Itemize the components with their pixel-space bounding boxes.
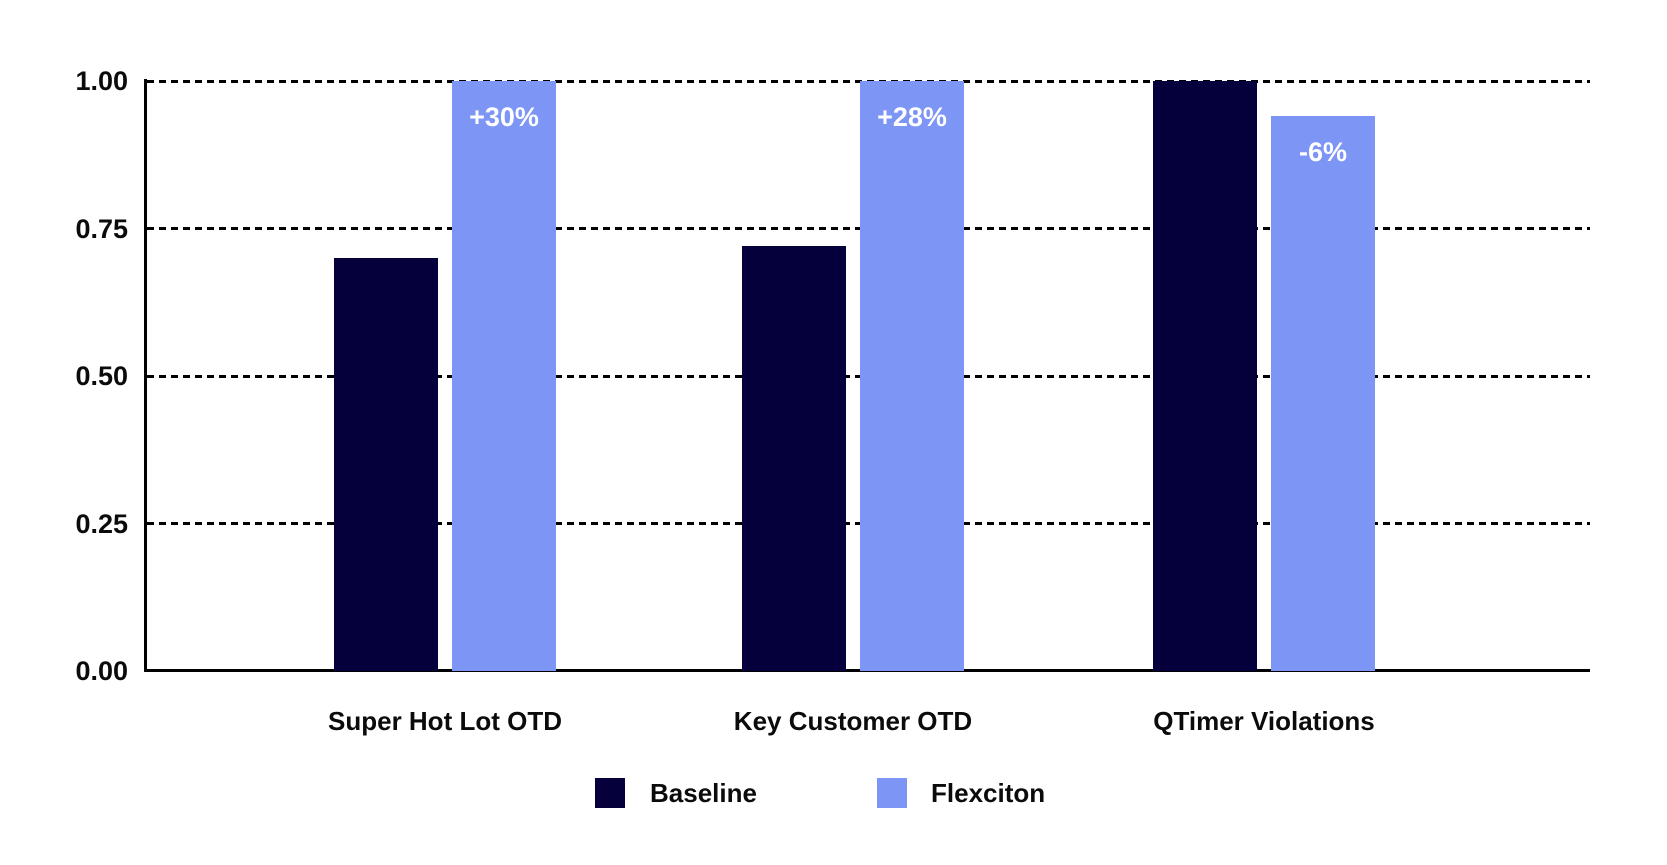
y-tick-label-0.00: 0.00 bbox=[75, 656, 128, 686]
legend-swatch-baseline bbox=[595, 778, 625, 808]
y-tick-label-0.75: 0.75 bbox=[75, 214, 128, 244]
bar-baseline-key-customer-otd bbox=[742, 246, 846, 671]
bar-baseline-super-hot-lot-otd bbox=[334, 258, 438, 671]
x-category-label-qtimer-violations: QTimer Violations bbox=[1153, 706, 1375, 736]
bar-flexciton-super-hot-lot-otd bbox=[452, 81, 556, 671]
legend-swatch-flexciton bbox=[877, 778, 907, 808]
y-tick-label-0.50: 0.50 bbox=[75, 361, 128, 391]
x-category-label-key-customer-otd: Key Customer OTD bbox=[733, 706, 973, 736]
bar-flexciton-key-customer-otd bbox=[860, 81, 964, 671]
bar-change-label-qtimer-violations: -6% bbox=[1298, 137, 1347, 167]
x-category-label-super-hot-lot-otd: Super Hot Lot OTD bbox=[328, 706, 562, 736]
legend-label-baseline: Baseline bbox=[650, 778, 757, 808]
legend-label-flexciton: Flexciton bbox=[931, 778, 1046, 808]
bar-flexciton-qtimer-violations bbox=[1271, 116, 1375, 671]
bar-baseline-qtimer-violations bbox=[1153, 81, 1257, 671]
y-tick-label-0.25: 0.25 bbox=[75, 509, 128, 539]
bar-change-label-key-customer-otd: +28% bbox=[877, 102, 947, 132]
bar-change-label-super-hot-lot-otd: +30% bbox=[469, 102, 539, 132]
y-tick-label-1.00: 1.00 bbox=[75, 66, 128, 96]
y-axis-line bbox=[144, 79, 147, 671]
